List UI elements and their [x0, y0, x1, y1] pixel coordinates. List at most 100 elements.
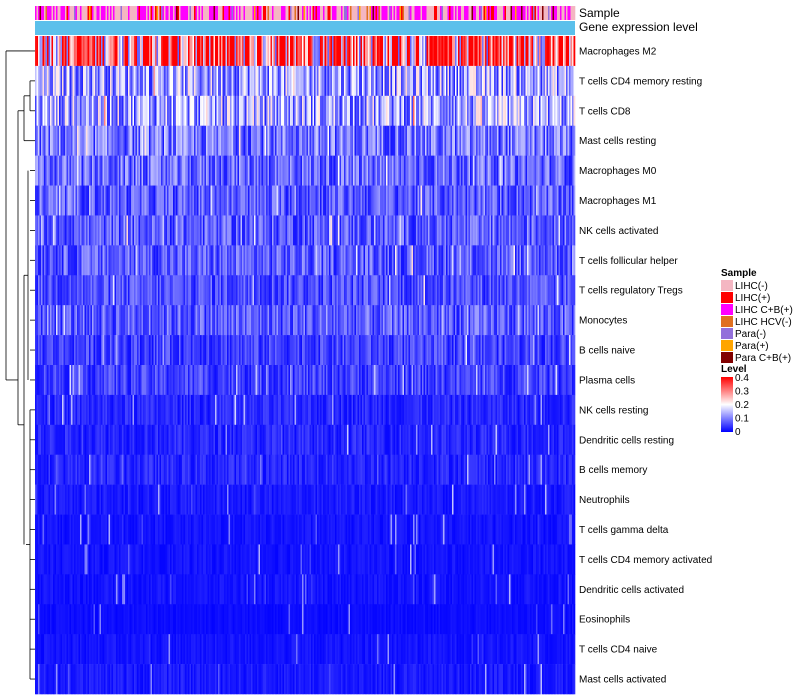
heatmap-cell — [126, 215, 129, 246]
heatmap-cell — [117, 155, 120, 186]
heatmap-cell — [84, 305, 87, 336]
heatmap-cell — [108, 365, 111, 396]
heatmap-cell — [221, 185, 223, 216]
heatmap-cell — [213, 95, 216, 127]
sample-annotation-cell — [102, 6, 105, 20]
heatmap-cell — [515, 95, 517, 127]
heatmap-cell — [344, 245, 346, 276]
heatmap-cell — [560, 185, 562, 216]
heatmap-cell — [332, 365, 334, 396]
heatmap-cell — [192, 36, 195, 67]
sample-annotation-cell — [174, 6, 177, 20]
heatmap-cell — [447, 275, 450, 306]
heatmap-cell — [74, 95, 76, 127]
heatmap-cell — [126, 305, 129, 336]
heatmap-cell — [495, 275, 498, 306]
heatmap-cell — [185, 65, 187, 97]
heatmap-cell — [156, 365, 159, 396]
heatmap-cell — [444, 125, 447, 156]
heatmap-cell — [480, 365, 483, 396]
heatmap-cell — [519, 215, 522, 246]
heatmap-cell — [332, 185, 334, 216]
heatmap-cell — [230, 365, 232, 396]
sample-annotation-cell — [447, 6, 450, 20]
heatmap-cell — [194, 335, 196, 366]
heatmap-cell — [392, 305, 394, 336]
heatmap-cell — [231, 305, 234, 336]
heatmap-cell — [143, 365, 145, 396]
heatmap-cell — [42, 365, 45, 396]
heatmap-cell — [221, 335, 223, 366]
heatmap-cell — [437, 125, 439, 156]
heatmap-cell — [68, 215, 70, 246]
heatmap-cell — [410, 335, 412, 366]
heatmap-cell — [183, 155, 186, 186]
heatmap-cell — [153, 36, 156, 67]
heatmap-cell — [527, 215, 529, 246]
heatmap-cell — [167, 365, 169, 396]
heatmap-cell — [177, 365, 180, 396]
heatmap-cell — [569, 125, 571, 156]
heatmap-cell — [497, 65, 499, 97]
heatmap-cell — [188, 125, 190, 156]
heatmap-cell — [558, 275, 561, 306]
heatmap-cell — [170, 155, 172, 186]
sample-annotation-cell — [177, 6, 180, 20]
sample-annotation-cell — [351, 6, 354, 20]
heatmap-cell — [267, 95, 270, 127]
heatmap-cell — [354, 95, 357, 127]
heatmap-cell — [240, 215, 243, 246]
heatmap-cell — [291, 185, 294, 216]
heatmap-cell — [318, 275, 321, 306]
sample-annotation-cell — [404, 6, 406, 20]
heatmap-cell — [126, 125, 129, 156]
heatmap-cell — [425, 125, 427, 156]
heatmap-cell — [552, 125, 555, 156]
heatmap-cell — [180, 155, 183, 186]
heatmap-cell — [263, 65, 265, 97]
heatmap-cell — [483, 365, 486, 396]
heatmap-cell — [326, 155, 328, 186]
heatmap-cell — [207, 125, 210, 156]
heatmap-cell — [507, 125, 510, 156]
heatmap-cell — [155, 95, 157, 127]
heatmap-cell — [326, 65, 328, 97]
heatmap-cell — [42, 305, 45, 336]
heatmap-cell — [209, 65, 211, 97]
heatmap-cell — [533, 36, 535, 67]
heatmap-cell — [83, 185, 85, 216]
heatmap-cell — [338, 125, 340, 156]
heatmap-cell — [96, 125, 99, 156]
heatmap-cell — [285, 65, 288, 97]
heatmap-cell — [92, 335, 94, 366]
heatmap-cell — [402, 335, 405, 366]
heatmap-cell — [122, 65, 124, 97]
heatmap-cell — [368, 155, 370, 186]
heatmap-cell — [201, 305, 204, 336]
heatmap-cell — [329, 155, 331, 186]
heatmap-cell — [81, 245, 84, 276]
heatmap-cell — [105, 125, 108, 156]
heatmap-cell — [104, 335, 106, 366]
heatmap-cell — [380, 36, 382, 67]
heatmap-cell — [500, 36, 502, 67]
heatmap-cell — [221, 95, 223, 127]
heatmap-cell — [86, 305, 88, 336]
heatmap-cell — [426, 155, 429, 186]
heatmap-cell — [434, 155, 436, 186]
heatmap-cell — [198, 305, 201, 336]
heatmap-cell — [471, 185, 474, 216]
heatmap-cell — [528, 155, 531, 186]
heatmap-cell — [422, 155, 424, 186]
heatmap-cell — [489, 36, 492, 67]
heatmap-cell — [339, 215, 342, 246]
heatmap-cell — [264, 36, 267, 67]
heatmap-cell — [104, 365, 106, 396]
heatmap-cell — [375, 95, 378, 127]
heatmap-cell — [191, 245, 193, 276]
heatmap-cell — [66, 125, 69, 156]
heatmap-cell — [342, 305, 345, 336]
heatmap-cell — [110, 245, 112, 276]
heatmap-cell — [350, 95, 352, 127]
heatmap-cell — [491, 185, 493, 216]
